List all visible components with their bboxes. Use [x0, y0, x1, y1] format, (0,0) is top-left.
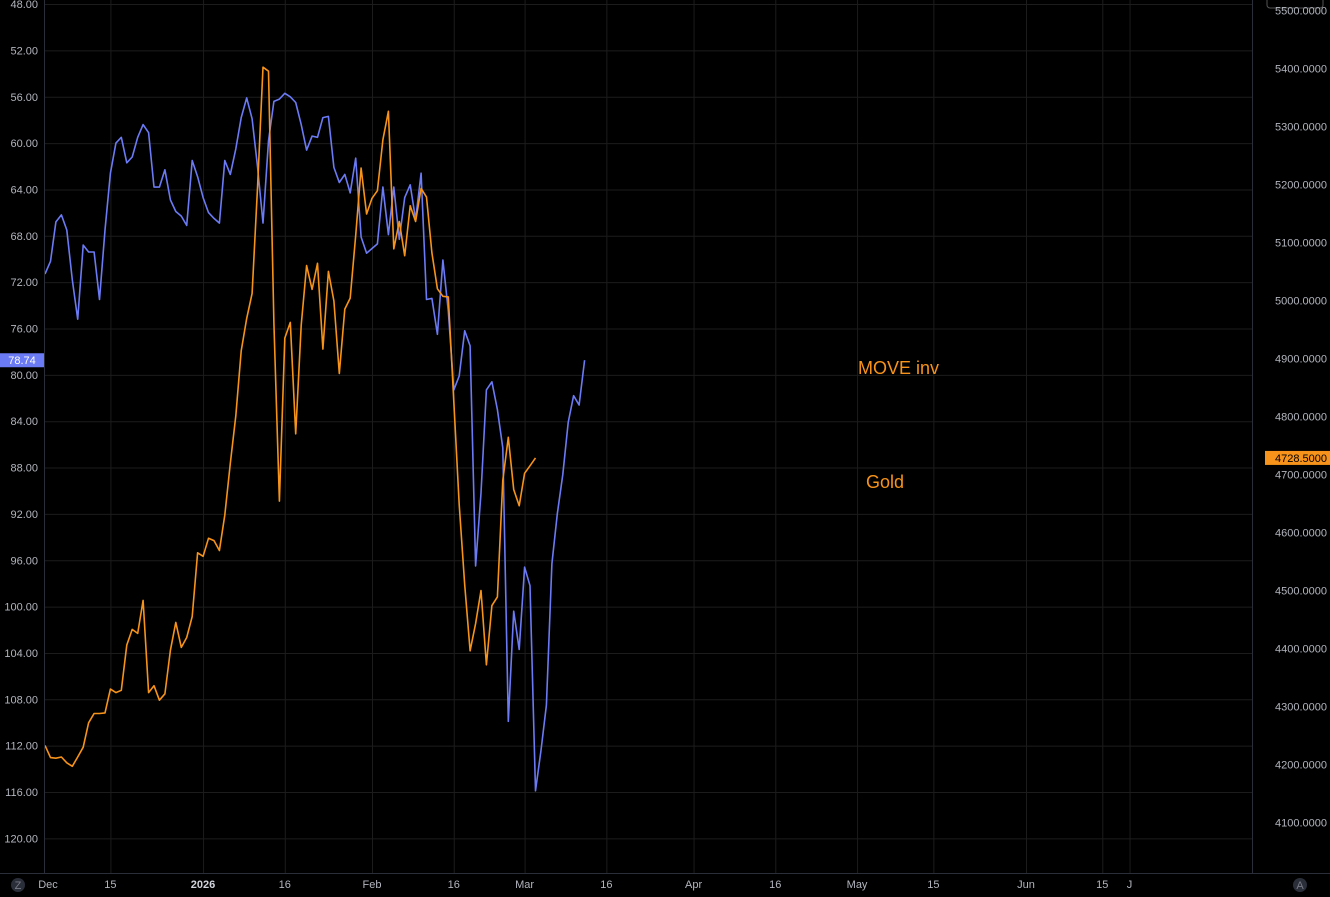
left-tick-label: 72.00 — [10, 277, 38, 289]
right-tick-label: 5300.0000 — [1275, 121, 1327, 133]
right-tick-label: 4900.0000 — [1275, 353, 1327, 365]
right-tick-label: 4400.0000 — [1275, 644, 1327, 656]
right-tick-label: 5400.0000 — [1275, 63, 1327, 75]
time-tick-label: Feb — [363, 879, 382, 891]
left-tick-label: 104.00 — [4, 648, 38, 660]
time-tick-label: J — [1127, 879, 1133, 891]
right-tick-label: 4200.0000 — [1275, 760, 1327, 772]
time-tick-label: 16 — [279, 879, 291, 891]
auto-icon[interactable]: A — [1296, 880, 1304, 892]
time-tick-label: Jun — [1017, 879, 1035, 891]
time-tick-label: 16 — [448, 879, 460, 891]
left-tick-label: 68.00 — [10, 231, 38, 243]
right-axis-background — [1252, 0, 1330, 873]
left-tick-label: 116.00 — [5, 787, 38, 799]
left-tick-label: 60.00 — [10, 138, 38, 150]
right-tick-label: 4500.0000 — [1275, 586, 1327, 598]
grid — [44, 0, 1252, 873]
time-tick-label: 15 — [1096, 879, 1108, 891]
left-last-value-tag — [0, 353, 44, 368]
chart-annotations: MOVE inv Gold — [858, 358, 939, 492]
zoom-icon[interactable]: Z — [15, 880, 22, 892]
time-tick-label: 15 — [927, 879, 939, 891]
annotation-move-inv: MOVE inv — [858, 358, 939, 378]
series-line-gold — [44, 66, 537, 768]
right-tick-label: 4700.0000 — [1275, 469, 1327, 481]
time-tick-label: 16 — [769, 879, 781, 891]
time-tick-label: 16 — [600, 879, 612, 891]
time-tick-label: Dec — [38, 879, 58, 891]
series-line-move-inv — [44, 92, 586, 792]
right-tick-label: 5100.0000 — [1275, 237, 1327, 249]
time-tick-label: Mar — [515, 879, 534, 891]
left-tick-label: 84.00 — [10, 416, 38, 428]
right-tick-label: 5200.0000 — [1275, 179, 1327, 191]
left-tick-label: 48.00 — [10, 0, 38, 11]
left-axis-ticks: 48.00 52.00 56.00 60.00 64.00 68.00 72.00 76.00… — [4, 0, 38, 845]
time-tick-label: 15 — [104, 879, 116, 891]
right-tick-label: 5500.0000 — [1275, 5, 1327, 17]
left-tick-label: 80.00 — [10, 370, 38, 382]
left-tick-label: 92.00 — [10, 509, 38, 521]
left-tick-label: 112.00 — [5, 741, 38, 753]
left-tick-label: 56.00 — [10, 92, 38, 104]
left-tick-label: 96.00 — [10, 555, 38, 567]
right-tick-label: 4100.0000 — [1275, 818, 1327, 830]
left-tick-label: 64.00 — [10, 184, 38, 196]
right-last-value-label: 4728.5000 — [1275, 453, 1327, 465]
left-tick-label: 120.00 — [4, 833, 38, 845]
left-tick-label: 108.00 — [4, 694, 38, 706]
log-scale-button[interactable]: A — [1293, 878, 1307, 892]
left-tick-label: 76.00 — [10, 324, 38, 336]
right-tick-label: 4800.0000 — [1275, 411, 1327, 423]
time-axis-background — [0, 873, 1330, 897]
right-tick-label: 4300.0000 — [1275, 702, 1327, 714]
auto-scale-button[interactable]: Z — [11, 878, 25, 892]
right-last-value-tag — [1265, 450, 1330, 465]
time-tick-label: Apr — [685, 879, 702, 891]
left-last-value-label: 78.74 — [8, 355, 36, 367]
last-value-tags: 78.74 4728.5000 — [0, 353, 1330, 465]
left-tick-label: 88.00 — [10, 463, 38, 475]
time-axis-ticks: Dec 15 2026 16 Feb 16 Mar 16 Apr 16 May 15 Jun 15 J — [38, 879, 1132, 891]
scale-button[interactable] — [1266, 0, 1324, 9]
series-layer — [44, 66, 586, 792]
right-tick-label: 4600.0000 — [1275, 527, 1327, 539]
right-axis-ticks: 5500.0000 5400.0000 5300.0000 5200.0000 5100… — [1275, 5, 1327, 829]
right-tick-label: 5000.0000 — [1275, 295, 1327, 307]
time-tick-label: May — [847, 879, 868, 891]
left-tick-label: 52.00 — [10, 45, 38, 57]
time-tick-label: 2026 — [191, 879, 215, 891]
annotation-gold: Gold — [866, 472, 904, 492]
left-tick-label: 100.00 — [4, 602, 38, 614]
